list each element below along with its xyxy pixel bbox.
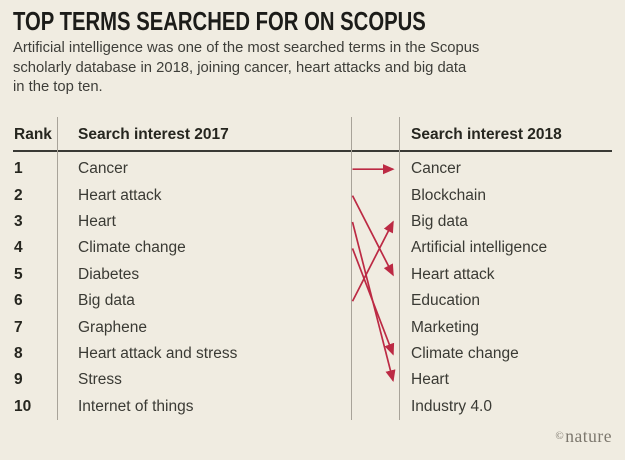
table-row: 9 Stress Heart [0, 367, 625, 393]
column-header-2017: Search interest 2017 [78, 126, 229, 143]
rank-cell: 6 [14, 292, 23, 310]
copyright-icon: © [555, 430, 565, 442]
table-row: 8 Heart attack and stress Climate change [0, 341, 625, 367]
nature-logo: ©nature [555, 426, 612, 447]
column-header-2018: Search interest 2018 [411, 126, 562, 143]
term-2018-cell: Heart [411, 371, 449, 389]
term-2017-cell: Heart attack [78, 186, 162, 204]
table-row: 1 Cancer Cancer [0, 156, 625, 182]
page-title: TOP TERMS SEARCHED FOR ON SCOPUS [13, 6, 426, 36]
term-2018-cell: Heart attack [411, 265, 495, 283]
rank-arrow-heart-attack [351, 195, 394, 277]
rank-cell: 8 [14, 344, 23, 362]
term-2017-cell: Big data [78, 292, 135, 310]
table-rows: 1 Cancer Cancer 2 Heart attack Blockchain 3 Hea… [0, 156, 625, 420]
table-row: 10 Internet of things Industry 4.0 [0, 394, 625, 420]
rank-cell: 4 [14, 239, 23, 257]
corridor-divider-left [351, 117, 352, 420]
subtitle: Artificial intelligence was one of the m… [13, 39, 479, 98]
term-2018-cell: Industry 4.0 [411, 397, 492, 415]
table-row: 3 Heart Big data [0, 209, 625, 235]
term-2018-cell: Big data [411, 212, 468, 230]
rank-column-divider [57, 117, 58, 420]
table-row: 4 Climate change Artificial intelligence [0, 235, 625, 261]
rank-cell: 1 [14, 160, 23, 178]
header-rule [13, 150, 612, 152]
nature-wordmark: nature [565, 426, 612, 446]
table-row: 7 Graphene Marketing [0, 314, 625, 340]
term-2018-cell: Blockchain [411, 186, 486, 204]
term-2017-cell: Heart [78, 212, 116, 230]
term-2017-cell: Diabetes [78, 265, 140, 283]
subtitle-line-2: scholarly database in 2018, joining canc… [13, 59, 467, 76]
rank-arrow-climate-change [351, 248, 395, 356]
rank-cell: 9 [14, 371, 23, 389]
rank-cell: 3 [14, 212, 23, 230]
term-2017-cell: Graphene [78, 318, 147, 336]
table-row: 2 Heart attack Blockchain [0, 182, 625, 208]
term-2017-cell: Heart attack and stress [78, 344, 238, 362]
rank-cell: 10 [14, 397, 32, 415]
term-2017-cell: Stress [78, 371, 122, 389]
corridor-divider-right [399, 117, 400, 420]
term-2017-cell: Climate change [78, 239, 186, 257]
rank-cell: 7 [14, 318, 23, 336]
rank-change-arrows [351, 164, 396, 383]
term-2017-cell: Cancer [78, 160, 128, 178]
term-2018-cell: Artificial intelligence [411, 239, 548, 257]
term-2018-cell: Education [411, 292, 480, 310]
term-2017-cell: Internet of things [78, 397, 194, 415]
subtitle-line-1: Artificial intelligence was one of the m… [13, 40, 480, 56]
rank-cell: 2 [14, 186, 23, 204]
term-2018-cell: Climate change [411, 344, 519, 362]
subtitle-line-3: in the top ten. [13, 79, 103, 95]
table-row: 6 Big data Education [0, 288, 625, 314]
rank-cell: 5 [14, 265, 23, 283]
column-header-rank: Rank [14, 126, 52, 143]
term-2018-cell: Cancer [411, 160, 461, 178]
term-2018-cell: Marketing [411, 318, 480, 336]
rank-arrow-big-data [351, 220, 394, 302]
table-row: 5 Diabetes Heart attack [0, 262, 625, 288]
